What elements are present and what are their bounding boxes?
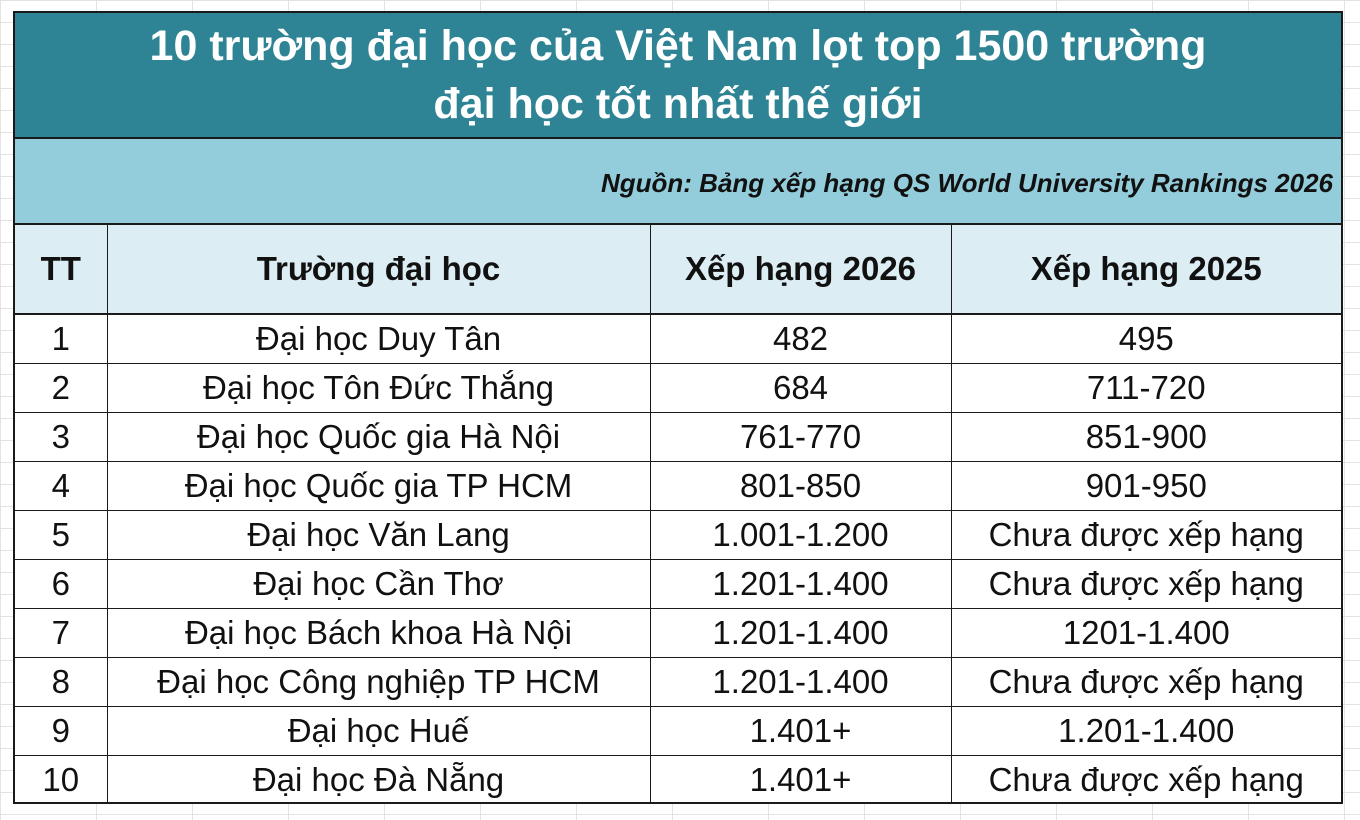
cell-tt: 5	[15, 510, 108, 560]
cell-university: Đại học Cần Thơ	[106, 559, 651, 609]
cell-university: Đại học Văn Lang	[106, 510, 651, 560]
cell-rank-2026: 1.201-1.400	[649, 559, 952, 609]
cell-university: Đại học Huế	[106, 706, 651, 756]
cell-rank-2025: Chưa được xếp hạng	[950, 657, 1341, 707]
cell-rank-2025: Chưa được xếp hạng	[950, 559, 1341, 609]
cell-rank-2026: 684	[649, 363, 952, 413]
ranking-card: 10 trường đại học của Việt Nam lọt top 1…	[13, 11, 1343, 804]
ranking-table: TT Trường đại học Xếp hạng 2026 Xếp hạng…	[15, 225, 1341, 804]
cell-university: Đại học Quốc gia TP HCM	[106, 461, 651, 511]
table-row: 10 Đại học Đà Nẵng 1.401+ Chưa được xếp …	[15, 755, 1341, 804]
cell-tt: 7	[15, 608, 108, 658]
cell-tt: 9	[15, 706, 108, 756]
cell-rank-2025: 711-720	[950, 363, 1341, 413]
table-row: 1 Đại học Duy Tân 482 495	[15, 313, 1341, 364]
cell-rank-2025: Chưa được xếp hạng	[950, 755, 1341, 804]
cell-rank-2025: 495	[950, 313, 1341, 364]
cell-university: Đại học Tôn Đức Thắng	[106, 363, 651, 413]
table-row: 4 Đại học Quốc gia TP HCM 801-850 901-95…	[15, 461, 1341, 511]
title-line-2: đại học tốt nhất thế giới	[433, 80, 923, 128]
cell-rank-2026: 482	[649, 313, 952, 364]
cell-rank-2025: 901-950	[950, 461, 1341, 511]
cell-rank-2025: 1.201-1.400	[950, 706, 1341, 756]
title-banner: 10 trường đại học của Việt Nam lọt top 1…	[15, 13, 1341, 139]
cell-tt: 6	[15, 559, 108, 609]
table-row: 2 Đại học Tôn Đức Thắng 684 711-720	[15, 363, 1341, 413]
header-rank-2026: Xếp hạng 2026	[649, 225, 952, 315]
table-row: 9 Đại học Huế 1.401+ 1.201-1.400	[15, 706, 1341, 756]
table-row: 7 Đại học Bách khoa Hà Nội 1.201-1.400 1…	[15, 608, 1341, 658]
cell-university: Đại học Bách khoa Hà Nội	[106, 608, 651, 658]
cell-tt: 8	[15, 657, 108, 707]
table-row: 6 Đại học Cần Thơ 1.201-1.400 Chưa được …	[15, 559, 1341, 609]
cell-rank-2026: 1.001-1.200	[649, 510, 952, 560]
header-university: Trường đại học	[106, 225, 651, 315]
source-banner: Nguồn: Bảng xếp hạng QS World University…	[15, 139, 1341, 225]
cell-rank-2026: 1.201-1.400	[649, 608, 952, 658]
cell-tt: 10	[15, 755, 108, 804]
cell-rank-2025: 1201-1.400	[950, 608, 1341, 658]
cell-university: Đại học Công nghiệp TP HCM	[106, 657, 651, 707]
cell-rank-2026: 1.201-1.400	[649, 657, 952, 707]
cell-rank-2026: 801-850	[649, 461, 952, 511]
header-row: TT Trường đại học Xếp hạng 2026 Xếp hạng…	[15, 225, 1341, 315]
cell-tt: 2	[15, 363, 108, 413]
cell-university: Đại học Duy Tân	[106, 313, 651, 364]
cell-university: Đại học Đà Nẵng	[106, 755, 651, 804]
cell-tt: 3	[15, 412, 108, 462]
table-row: 8 Đại học Công nghiệp TP HCM 1.201-1.400…	[15, 657, 1341, 707]
cell-rank-2025: 851-900	[950, 412, 1341, 462]
cell-tt: 1	[15, 313, 108, 364]
table-row: 5 Đại học Văn Lang 1.001-1.200 Chưa được…	[15, 510, 1341, 560]
cell-rank-2026: 1.401+	[649, 706, 952, 756]
cell-rank-2026: 761-770	[649, 412, 952, 462]
source-note: Nguồn: Bảng xếp hạng QS World University…	[601, 168, 1333, 198]
table-row: 3 Đại học Quốc gia Hà Nội 761-770 851-90…	[15, 412, 1341, 462]
header-rank-2025: Xếp hạng 2025	[950, 225, 1341, 315]
title-line-1: 10 trường đại học của Việt Nam lọt top 1…	[149, 22, 1207, 70]
cell-rank-2026: 1.401+	[649, 755, 952, 804]
header-tt: TT	[15, 225, 108, 315]
cell-rank-2025: Chưa được xếp hạng	[950, 510, 1341, 560]
cell-university: Đại học Quốc gia Hà Nội	[106, 412, 651, 462]
cell-tt: 4	[15, 461, 108, 511]
